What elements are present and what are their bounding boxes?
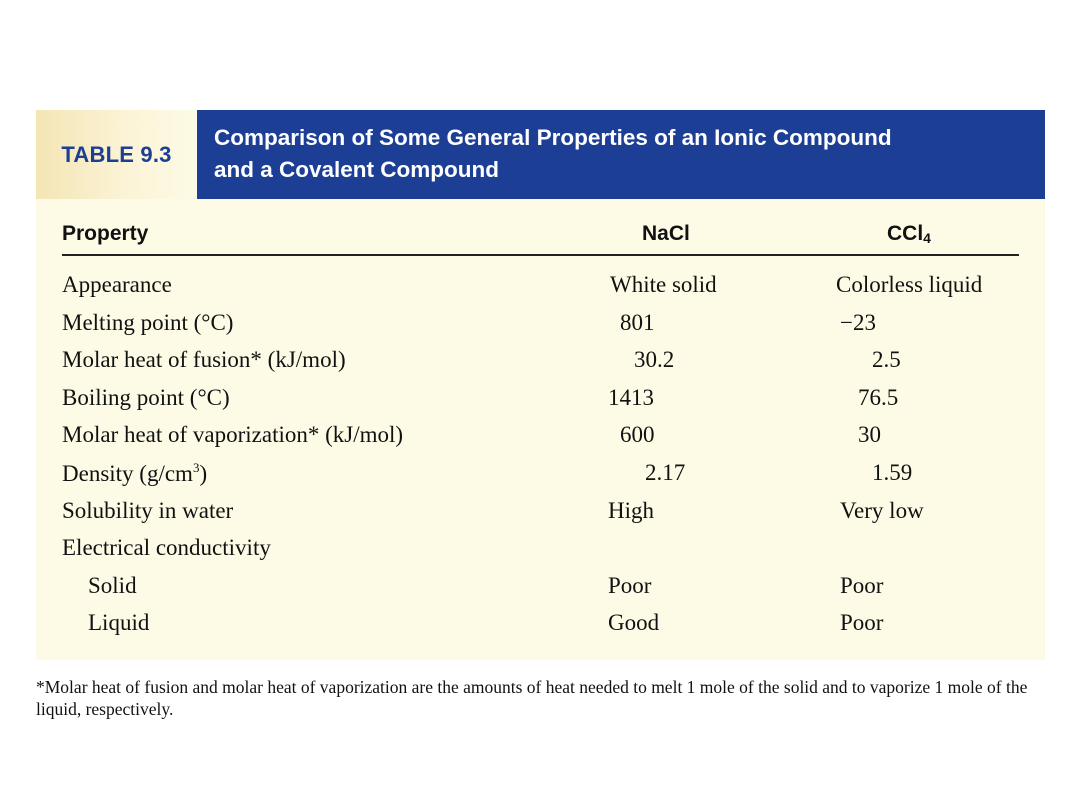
row-nacl-value: White solid	[610, 272, 717, 297]
row-ccl4-value: 1.59	[872, 460, 913, 485]
ccl4-subscript: 4	[923, 230, 931, 246]
table-title-band: Comparison of Some General Properties of…	[197, 110, 1045, 199]
table-card: TABLE 9.3 Comparison of Some General Pro…	[36, 110, 1045, 660]
table-number: TABLE 9.3	[61, 141, 172, 167]
density-label: Density (g/cm	[62, 461, 193, 486]
row-ccl4-value: Very low	[840, 498, 924, 523]
ccl4-base: CCl	[887, 222, 924, 245]
row-property: Molar heat of fusion* (kJ/mol)	[62, 347, 346, 372]
column-header-property: Property	[62, 222, 149, 245]
density-superscript: 3	[192, 460, 200, 475]
row-property: Density (g/cm3)	[62, 460, 207, 487]
table-title-line-2: and a Covalent Compound	[214, 157, 500, 182]
header-rule	[62, 254, 1019, 256]
row-nacl-value: 1413	[608, 385, 654, 410]
row-ccl4-value: Poor	[840, 573, 884, 598]
row-nacl-value: 2.17	[645, 460, 686, 485]
row-ccl4-value: Colorless liquid	[836, 272, 983, 297]
row-property: Boiling point (°C)	[62, 385, 230, 410]
column-header-nacl: NaCl	[642, 222, 690, 245]
row-property: Solid	[88, 573, 137, 598]
row-nacl-value: 600	[620, 422, 655, 447]
row-nacl-value: 30.2	[634, 347, 675, 372]
table-footnote: *Molar heat of fusion and molar heat of …	[36, 677, 1028, 719]
column-header-ccl4: CCl4	[887, 222, 931, 246]
row-nacl-value: Poor	[608, 573, 652, 598]
row-nacl-value: High	[608, 498, 654, 523]
row-property: Molar heat of vaporization* (kJ/mol)	[62, 422, 404, 447]
row-nacl-value: Good	[608, 610, 660, 635]
row-property: Melting point (°C)	[62, 310, 234, 335]
density-label-end: )	[199, 461, 208, 486]
row-ccl4-value: 76.5	[858, 385, 899, 410]
table-label-box: TABLE 9.3	[36, 110, 197, 199]
row-property: Electrical conductivity	[62, 535, 271, 560]
table-title-line-1: Comparison of Some General Properties of…	[214, 125, 892, 150]
row-ccl4-value: −23	[840, 310, 876, 335]
row-nacl-value: 801	[620, 310, 655, 335]
row-ccl4-value: 30	[858, 422, 881, 447]
table-header: TABLE 9.3 Comparison of Some General Pro…	[36, 110, 1045, 199]
row-property: Liquid	[88, 610, 150, 635]
row-property: Solubility in water	[62, 498, 234, 523]
row-ccl4-value: Poor	[840, 610, 884, 635]
row-property: Appearance	[62, 272, 172, 297]
row-ccl4-value: 2.5	[872, 347, 901, 372]
